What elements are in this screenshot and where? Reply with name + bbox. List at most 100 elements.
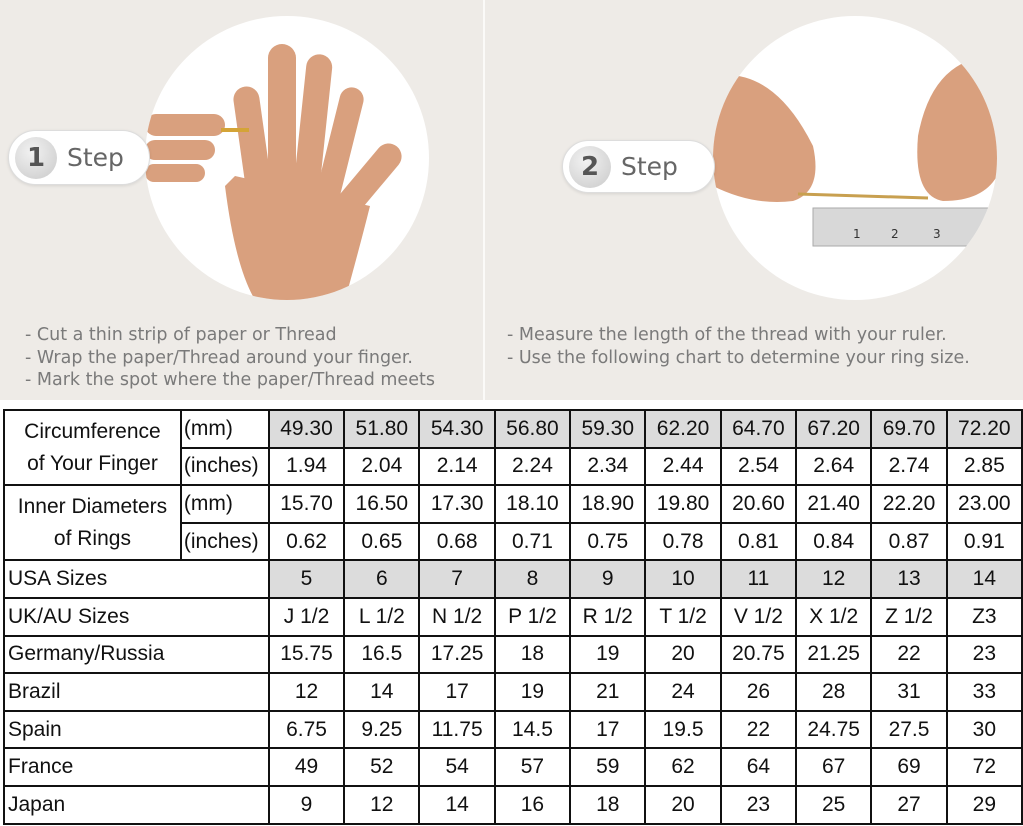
value-cell: 27.5: [870, 709, 948, 750]
row-group-label-line: of Your Finger: [27, 451, 158, 475]
instruction-line: - Mark the spot where the paper/Thread m…: [25, 370, 435, 390]
value-cell: 24.75: [795, 709, 873, 750]
divider: [483, 0, 485, 400]
value-cell: 16.50: [343, 484, 421, 524]
value-cell: 12: [267, 672, 346, 712]
row-group-label-line: Circumference: [24, 419, 161, 443]
value-cell: 17.25: [418, 634, 496, 675]
instruction-line: - Cut a thin strip of paper or Thread: [25, 325, 337, 345]
step2-badge: 2 Step: [562, 140, 715, 193]
value-cell: 0.65: [343, 521, 421, 562]
value-cell: 10: [644, 559, 722, 599]
value-cell: 0.78: [644, 521, 722, 562]
value-cell: 8: [493, 559, 572, 599]
value-cell: 0.81: [719, 521, 798, 562]
value-cell: 0.75: [569, 521, 647, 562]
row-label: France: [3, 747, 270, 787]
value-cell: 18: [493, 634, 572, 675]
table-row: Inner Diameters of Rings (mm) 15.70 16.50 17.…: [3, 484, 1023, 562]
ruler-mark: 2: [891, 227, 899, 241]
value-cell: 0.84: [795, 521, 873, 562]
value-cell: P 1/2: [493, 596, 572, 637]
value-cell: 2.85: [945, 446, 1023, 487]
row-label: Japan: [3, 784, 270, 825]
row-group-label: Circumference of Your Finger: [3, 408, 182, 487]
value-cell: 16: [493, 784, 572, 825]
value-cell: 26: [719, 672, 798, 712]
value-cell: 62.20: [644, 409, 722, 449]
value-cell: 23.00: [945, 484, 1023, 524]
value-cell: 52: [343, 747, 421, 787]
value-cell: 6.75: [267, 709, 346, 750]
step1-number: 1: [15, 136, 57, 179]
value-cell: 51.80: [343, 409, 421, 449]
value-cell: 64.70: [719, 409, 798, 449]
instructions-panel: 1 Step - Cut a thin strip of paper or Th…: [0, 0, 1023, 400]
value-cell: 0.68: [418, 521, 496, 562]
unit-cell: (mm): [179, 484, 270, 524]
hand-photo-step1: [145, 16, 429, 300]
value-cell: 0.62: [267, 521, 346, 562]
value-cell: 69: [870, 747, 948, 787]
value-cell: 18.10: [493, 484, 572, 524]
value-cell: 15.70: [267, 484, 346, 524]
value-cell: 20: [644, 634, 722, 675]
value-cell: 20.60: [719, 484, 798, 524]
table-row: France 49 52 54 57 59 62 64 67 69 72: [3, 747, 1023, 787]
table-row: Spain 6.75 9.25 11.75 14.5 17 19.5 22 24.75 27.5 3…: [3, 709, 1023, 750]
value-cell: 72: [945, 747, 1023, 787]
unit-cell: (inches): [179, 446, 270, 487]
value-cell: 31: [870, 672, 948, 712]
value-cell: 19.5: [644, 709, 722, 750]
value-cell: 12: [343, 784, 421, 825]
value-cell: 15.75: [267, 634, 346, 675]
value-cell: 14: [945, 559, 1023, 599]
value-cell: 19.80: [644, 484, 722, 524]
value-cell: 33: [945, 672, 1023, 712]
value-cell: 64: [719, 747, 798, 787]
value-cell: 11: [719, 559, 798, 599]
value-cell: 69.70: [870, 409, 948, 449]
value-cell: 0.91: [945, 521, 1023, 562]
value-cell: 11.75: [418, 709, 496, 750]
unit-cell: (inches): [179, 521, 270, 562]
value-cell: 21.25: [795, 634, 873, 675]
value-cell: 19: [493, 672, 572, 712]
table-row: UK/AU Sizes J 1/2 L 1/2 N 1/2 P 1/2 R 1/2 T 1/…: [3, 596, 1023, 637]
value-cell: 2.44: [644, 446, 722, 487]
value-cell: 59.30: [569, 409, 647, 449]
step1-badge: 1 Step: [8, 130, 150, 185]
row-label: USA Sizes: [3, 559, 270, 599]
table-row: Germany/Russia 15.75 16.5 17.25 18 19 20 20.75 2…: [3, 634, 1023, 675]
value-cell: 54.30: [418, 409, 496, 449]
value-cell: 67.20: [795, 409, 873, 449]
value-cell: J 1/2: [267, 596, 346, 637]
value-cell: 2.74: [870, 446, 948, 487]
ruler-photo-step2: 1 2 3: [713, 16, 997, 300]
step1-instructions: - Cut a thin strip of paper or Thread - …: [25, 324, 435, 392]
unit-cell: (mm): [179, 409, 270, 449]
value-cell: 2.34: [569, 446, 647, 487]
value-cell: 22.20: [870, 484, 948, 524]
ruler-mark: 3: [933, 227, 941, 241]
value-cell: 17.30: [418, 484, 496, 524]
value-cell: 1.94: [267, 446, 346, 487]
value-cell: 20: [644, 784, 722, 825]
value-cell: 17: [418, 672, 496, 712]
value-cell: 62: [644, 747, 722, 787]
value-cell: 23: [719, 784, 798, 825]
value-cell: 67: [795, 747, 873, 787]
value-cell: 49.30: [267, 409, 346, 449]
value-cell: 2.64: [795, 446, 873, 487]
value-cell: 20.75: [719, 634, 798, 675]
value-cell: L 1/2: [343, 596, 421, 637]
value-cell: 6: [343, 559, 421, 599]
instruction-line: - Wrap the paper/Thread around your fing…: [25, 347, 413, 368]
value-cell: 9: [569, 559, 647, 599]
value-cell: 2.04: [343, 446, 421, 487]
table-row: (inches) 1.94 2.04 2.14 2.24 2.34 2.44 2.54 2.64…: [4, 446, 1023, 487]
value-cell: 9: [267, 784, 346, 825]
value-cell: 5: [267, 559, 346, 599]
table-row: Japan 9 12 14 16 18 20 23 25 27 29: [3, 784, 1023, 825]
value-cell: 21.40: [795, 484, 873, 524]
